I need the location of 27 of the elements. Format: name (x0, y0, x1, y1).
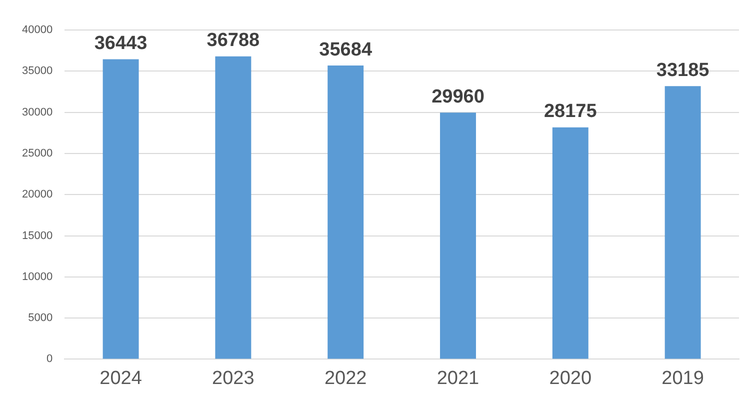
y-tick-label: 10000 (22, 270, 53, 283)
data-label: 35684 (319, 39, 372, 60)
x-tick-label: 2023 (212, 368, 254, 389)
data-label: 29960 (432, 86, 484, 108)
y-tick-label: 20000 (22, 188, 53, 201)
x-tick-label: 2022 (324, 368, 367, 389)
y-tick-label: 5000 (28, 312, 53, 324)
x-tick-label: 2020 (549, 368, 592, 389)
bar (328, 66, 364, 359)
bar (664, 86, 701, 359)
y-tick-label: 35000 (22, 65, 53, 78)
data-label: 28175 (544, 101, 598, 122)
data-label: 36443 (94, 33, 148, 54)
bar (552, 127, 588, 359)
data-label: 36788 (206, 30, 260, 52)
y-tick-label: 40000 (22, 24, 53, 36)
y-tick-label: 0 (46, 353, 53, 366)
bar (102, 59, 139, 359)
x-tick-label: 2024 (100, 368, 142, 389)
bar (440, 112, 476, 359)
y-tick-label: 30000 (22, 106, 53, 118)
data-label: 33185 (656, 60, 710, 81)
x-tick-label: 2021 (436, 368, 480, 389)
bar (215, 56, 252, 359)
x-tick-label: 2019 (662, 368, 704, 389)
y-tick-label: 25000 (22, 147, 53, 160)
y-tick-label: 15000 (22, 230, 53, 242)
